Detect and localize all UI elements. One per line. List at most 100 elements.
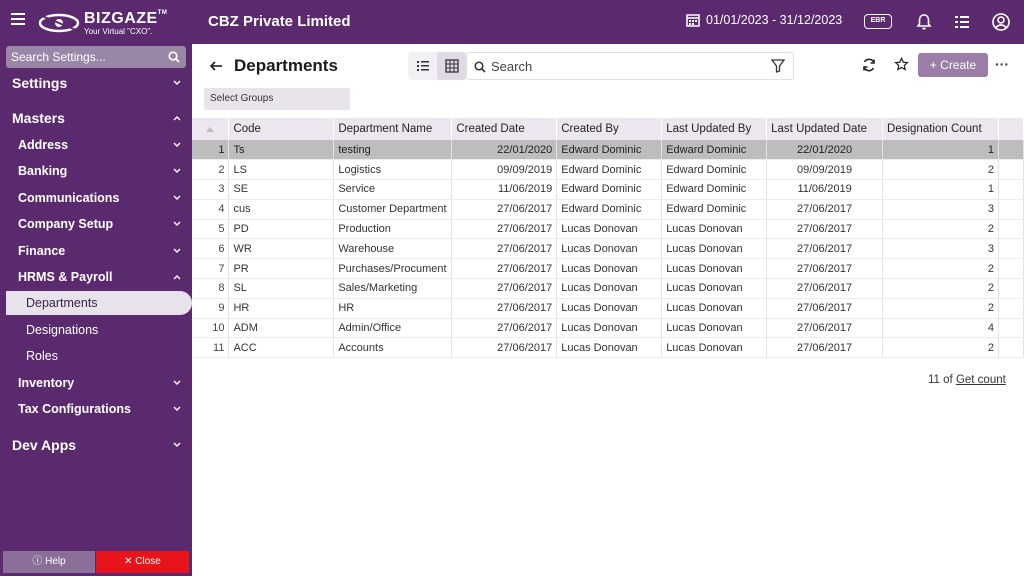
create-button[interactable]: + Create: [918, 53, 988, 77]
task-list-icon[interactable]: [952, 12, 972, 32]
table-cell-upd_by: Edward Dominic: [661, 140, 768, 161]
sort-arrow-icon: [206, 127, 215, 132]
filter-icon[interactable]: [771, 59, 785, 73]
sidebar-item-label: Settings: [12, 75, 68, 91]
sidebar-item-settings[interactable]: Settings: [0, 71, 192, 95]
ebr-badge[interactable]: EBR: [864, 14, 892, 29]
table-cell-pad: [998, 199, 1024, 220]
sidebar-item-departments[interactable]: Departments: [6, 291, 192, 315]
table-cell-created: 27/06/2017: [451, 238, 558, 260]
user-profile-icon[interactable]: [991, 12, 1011, 32]
column-header-designation-count[interactable]: Designation Count: [882, 118, 999, 140]
sidebar-item-designations[interactable]: Designations: [0, 318, 192, 342]
sidebar-item-company-setup[interactable]: Company Setup: [0, 212, 192, 236]
close-button[interactable]: ✕ Close: [96, 551, 189, 573]
search-input[interactable]: Search: [466, 52, 794, 80]
bell-icon[interactable]: [914, 12, 934, 32]
table-cell-upd_by: Lucas Donovan: [661, 219, 768, 240]
table-cell-code: HR: [228, 298, 335, 319]
back-arrow-icon[interactable]: [208, 58, 224, 74]
table-cell-n: 2: [192, 159, 230, 181]
get-count-link[interactable]: Get count: [955, 374, 1006, 386]
bizgaze-logo: BIZGAZETM Your Virtual "CXO".: [38, 8, 188, 38]
column-header-created-by[interactable]: Created By: [556, 118, 663, 140]
table-row[interactable]: 10 ADM Admin/Office 27/06/2017 Lucas Donovan…: [192, 318, 1024, 339]
help-button[interactable]: ⓘ Help: [3, 551, 96, 573]
table-cell-created: 27/06/2017: [451, 337, 558, 359]
chevron-down-icon: [173, 80, 181, 85]
sidebar-item-finance[interactable]: Finance: [0, 239, 192, 263]
table-cell-upd_by: Edward Dominic: [661, 159, 768, 181]
plus-icon: +: [929, 58, 937, 72]
list-view-button[interactable]: [408, 52, 437, 80]
table-cell-created: 27/06/2017: [451, 278, 558, 299]
table-cell-count: 1: [882, 179, 999, 200]
sidebar-item-label: HRMS & Payroll: [18, 270, 113, 284]
search-icon: [168, 51, 180, 63]
table-cell-count: 1: [882, 140, 999, 161]
table-cell-upd_date: 09/09/2019: [766, 159, 884, 181]
top-bar: BIZGAZETM Your Virtual "CXO". CBZ Privat…: [0, 0, 1024, 44]
chevron-down-icon: [173, 168, 181, 173]
sidebar-item-inventory[interactable]: Inventory: [0, 371, 192, 395]
close-icon: ✕: [124, 556, 133, 567]
table-cell-name: testing: [333, 140, 453, 161]
table-row[interactable]: 6 WR Warehouse 27/06/2017 Lucas Donovan Lucas…: [192, 238, 1024, 260]
sidebar-item-dev-apps[interactable]: Dev Apps: [0, 433, 192, 457]
table-cell-code: ACC: [228, 337, 335, 359]
table-cell-count: 2: [882, 219, 999, 240]
table-cell-code: PR: [228, 258, 335, 280]
table-row[interactable]: 8 SL Sales/Marketing 27/06/2017 Lucas Donova…: [192, 278, 1024, 299]
table-row[interactable]: 9 HR HR 27/06/2017 Lucas Donovan Lucas Donova…: [192, 298, 1024, 319]
sidebar-item-address[interactable]: Address: [0, 133, 192, 157]
settings-search-input[interactable]: Search Settings...: [6, 46, 186, 68]
sort-indicator[interactable]: [192, 118, 230, 140]
chevron-up-icon: [173, 116, 181, 121]
create-label: Create: [940, 58, 977, 72]
table-row[interactable]: 7 PR Purchases/Procument 27/06/2017 Lucas Do…: [192, 258, 1024, 280]
sidebar-item-communications[interactable]: Communications: [0, 186, 192, 210]
sidebar-item-masters[interactable]: Masters: [0, 106, 192, 130]
sidebar-item-hrms-payroll[interactable]: HRMS & Payroll: [0, 265, 192, 289]
table-cell-count: 2: [882, 258, 999, 280]
table-row[interactable]: 1 Ts testing 22/01/2020 Edward Dominic Edward…: [192, 140, 1024, 161]
table-cell-upd_by: Lucas Donovan: [661, 318, 768, 339]
table-cell-created: 22/01/2020: [451, 140, 558, 161]
table-row[interactable]: 11 ACC Accounts 27/06/2017 Lucas Donovan Luca…: [192, 337, 1024, 359]
table-row[interactable]: 2 LS Logistics 09/09/2019 Edward Dominic Edwa…: [192, 159, 1024, 181]
table-cell-n: 9: [192, 298, 230, 319]
star-icon[interactable]: [894, 57, 909, 72]
table-cell-count: 3: [882, 238, 999, 260]
sidebar-item-tax-configurations[interactable]: Tax Configurations: [0, 397, 192, 421]
select-groups-dropdown[interactable]: Select Groups: [204, 88, 350, 110]
table-cell-created: 27/06/2017: [451, 258, 558, 280]
table-cell-by: Lucas Donovan: [556, 298, 663, 319]
table-row[interactable]: 4 cus Customer Department 27/06/2017 Edward …: [192, 199, 1024, 220]
column-header-created-date[interactable]: Created Date: [451, 118, 558, 140]
table-cell-name: Production: [333, 219, 453, 240]
main-content: Departments Search: [192, 44, 1024, 576]
chevron-down-icon: [173, 406, 181, 411]
sidebar-item-banking[interactable]: Banking: [0, 159, 192, 183]
table-cell-name: Accounts: [333, 337, 453, 359]
calendar-icon: [686, 14, 700, 27]
column-header-last-updated-date[interactable]: Last Updated Date: [766, 118, 884, 140]
sidebar-item-label: Inventory: [18, 376, 75, 390]
column-header-last-updated-by[interactable]: Last Updated By: [661, 118, 768, 140]
date-range-picker[interactable]: 01/01/2023 - 31/12/2023: [686, 13, 842, 27]
sidebar-item-label: Address: [18, 138, 69, 152]
column-header-department-name[interactable]: Department Name: [333, 118, 453, 140]
sidebar-item-label: Finance: [18, 244, 66, 258]
more-options-button[interactable]: ···: [995, 56, 1009, 72]
table-cell-upd_date: 27/06/2017: [766, 318, 884, 339]
table-row[interactable]: 5 PD Production 27/06/2017 Lucas Donovan Luca…: [192, 219, 1024, 240]
column-header-code[interactable]: Code: [228, 118, 335, 140]
hamburger-menu-icon[interactable]: [11, 13, 25, 27]
refresh-icon[interactable]: [862, 58, 876, 72]
sidebar-item-roles[interactable]: Roles: [0, 344, 192, 368]
grid-view-button[interactable]: [437, 52, 466, 80]
table-cell-n: 1: [192, 140, 230, 161]
table-cell-by: Lucas Donovan: [556, 278, 663, 299]
table-row[interactable]: 3 SE Service 11/06/2019 Edward Dominic Edward…: [192, 179, 1024, 200]
company-name[interactable]: CBZ Private Limited: [208, 13, 351, 30]
